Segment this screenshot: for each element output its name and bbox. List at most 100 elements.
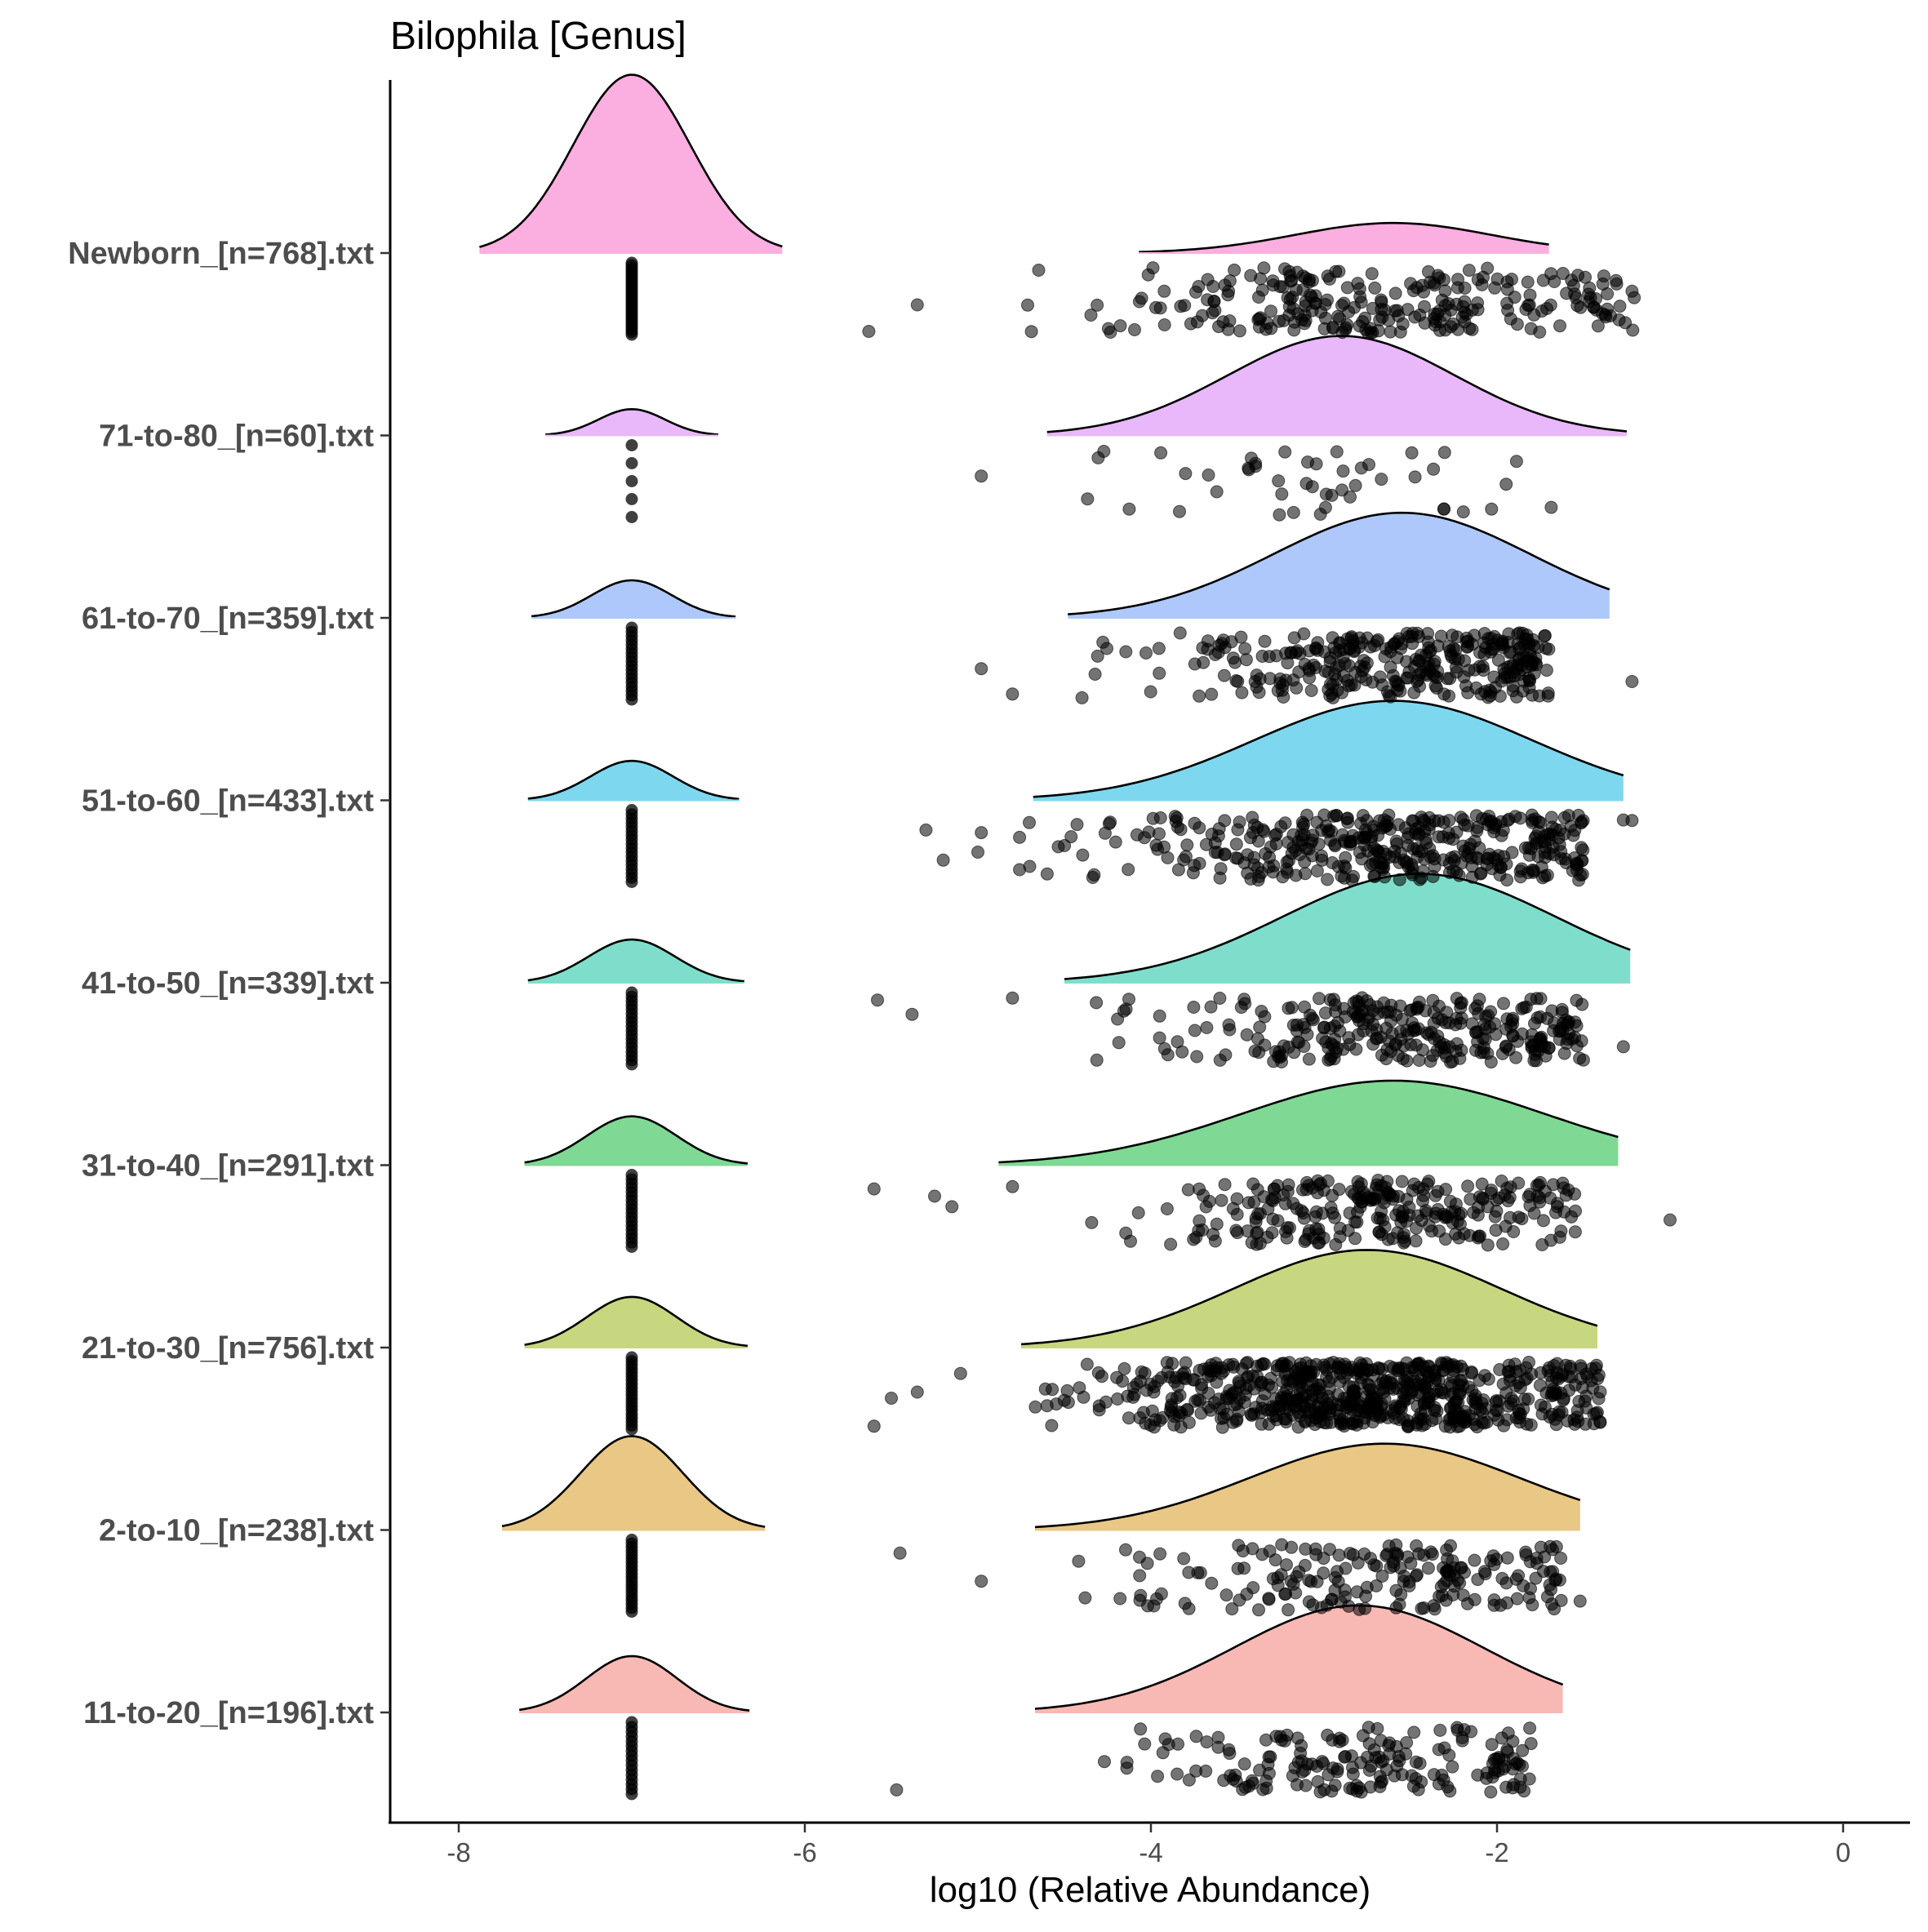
data-point [1473,853,1485,865]
data-point [1073,1555,1085,1567]
data-point [1488,1599,1500,1611]
y-tick-label: Newborn_[n=768].txt [68,237,374,271]
data-point [1091,997,1103,1009]
data-point [1523,1592,1535,1604]
data-point [1433,831,1445,843]
data-point [1494,869,1506,882]
data-point [1279,1588,1291,1601]
data-point [1590,1359,1602,1371]
data-point [1299,1543,1312,1555]
data-point [1158,1042,1171,1055]
data-point [1117,1005,1130,1017]
outlier-point [975,1575,988,1588]
outlier-point [954,1367,966,1379]
data-point [626,475,638,487]
data-point [1407,1780,1419,1792]
data-point [1550,1541,1562,1553]
data-point [1513,1570,1525,1582]
data-point [1300,477,1313,490]
data-point [1014,831,1026,843]
data-point [1269,1392,1282,1405]
data-point [1468,1593,1481,1606]
data-point [1525,322,1537,335]
data-point [1530,1055,1543,1067]
data-point [1092,451,1104,464]
data-point [1363,1012,1375,1024]
data-point [1422,628,1434,640]
data-point [1490,1194,1503,1206]
data-point [1497,1238,1509,1250]
y-tick-label: 2-to-10_[n=238].txt [99,1514,374,1548]
data-point [1219,279,1231,291]
data-point [1569,1188,1581,1200]
data-point [1415,1602,1428,1614]
data-point [1191,316,1203,328]
data-point [1174,627,1186,639]
y-tick-label: 31-to-40_[n=291].txt [82,1149,374,1184]
data-point [1281,1559,1293,1571]
data-point [1229,656,1242,668]
data-point [1309,1210,1322,1223]
data-point [1311,865,1323,877]
data-point [1366,268,1378,280]
data-point [1193,857,1206,869]
data-point [1291,682,1303,694]
data-point [1486,1739,1498,1751]
data-point [1485,633,1497,645]
data-point [1251,681,1263,693]
data-point [1367,820,1379,833]
data-point [1286,1770,1299,1782]
data-point [1201,1736,1213,1748]
data-point [1125,1235,1137,1247]
data-point [1162,851,1174,864]
data-point [1210,1365,1222,1377]
data-point [1193,1364,1206,1376]
outlier-point [1006,992,1019,1004]
data-point [1134,1570,1146,1582]
outlier-point [929,1190,941,1202]
data-point [1218,1774,1230,1787]
data-point [626,457,638,469]
data-point [1286,1002,1298,1014]
data-point [1153,828,1166,840]
data-point [1390,1584,1402,1597]
data-point [1233,325,1246,337]
data-point [1375,303,1388,315]
data-point [1209,1235,1221,1247]
data-point [1474,1230,1486,1242]
data-point [1593,1392,1605,1405]
data-point [1349,479,1362,491]
data-point [1249,1045,1261,1057]
data-point [1242,1197,1255,1209]
data-point [1247,1777,1259,1789]
data-point [1319,501,1331,513]
data-point [1310,642,1322,654]
data-point [1326,1189,1339,1201]
data-point [1283,1368,1295,1380]
data-point [1406,627,1419,639]
data-point [1147,262,1159,274]
data-point [1161,1203,1173,1215]
data-point [1400,857,1412,869]
data-point [1406,1770,1418,1782]
data-point [1389,1401,1402,1414]
data-point [1328,810,1340,822]
data-point [1363,1738,1375,1750]
data-point [1352,1398,1364,1410]
data-point [1460,636,1473,648]
data-point [1507,1735,1519,1748]
outlier-point [868,1420,880,1432]
data-point [1441,1544,1453,1557]
data-point [1305,291,1317,303]
data-point [626,329,638,341]
data-point [1305,685,1317,697]
data-point [1557,1392,1570,1405]
data-point [1344,491,1357,503]
outlier-point [911,299,923,311]
data-point [1253,321,1265,333]
data-point [1202,273,1214,286]
data-point [1453,1232,1465,1244]
data-point [1178,1552,1190,1565]
data-point [1296,313,1308,326]
data-point [1245,269,1257,282]
